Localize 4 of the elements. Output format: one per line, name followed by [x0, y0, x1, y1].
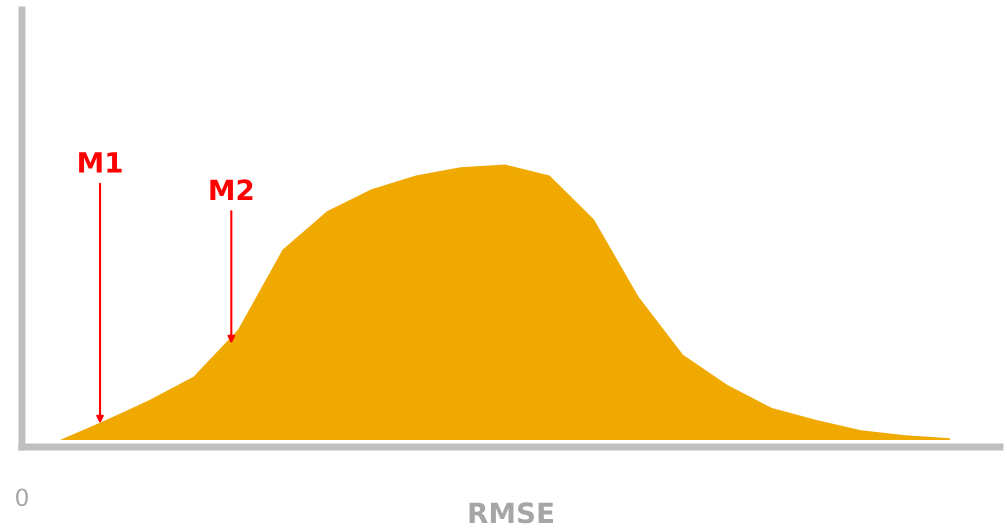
annotation: M1	[79, 152, 122, 173]
annotation: M2	[210, 179, 253, 200]
text: 0	[16, 488, 28, 507]
x-axis-title: RMSE	[469, 502, 553, 524]
